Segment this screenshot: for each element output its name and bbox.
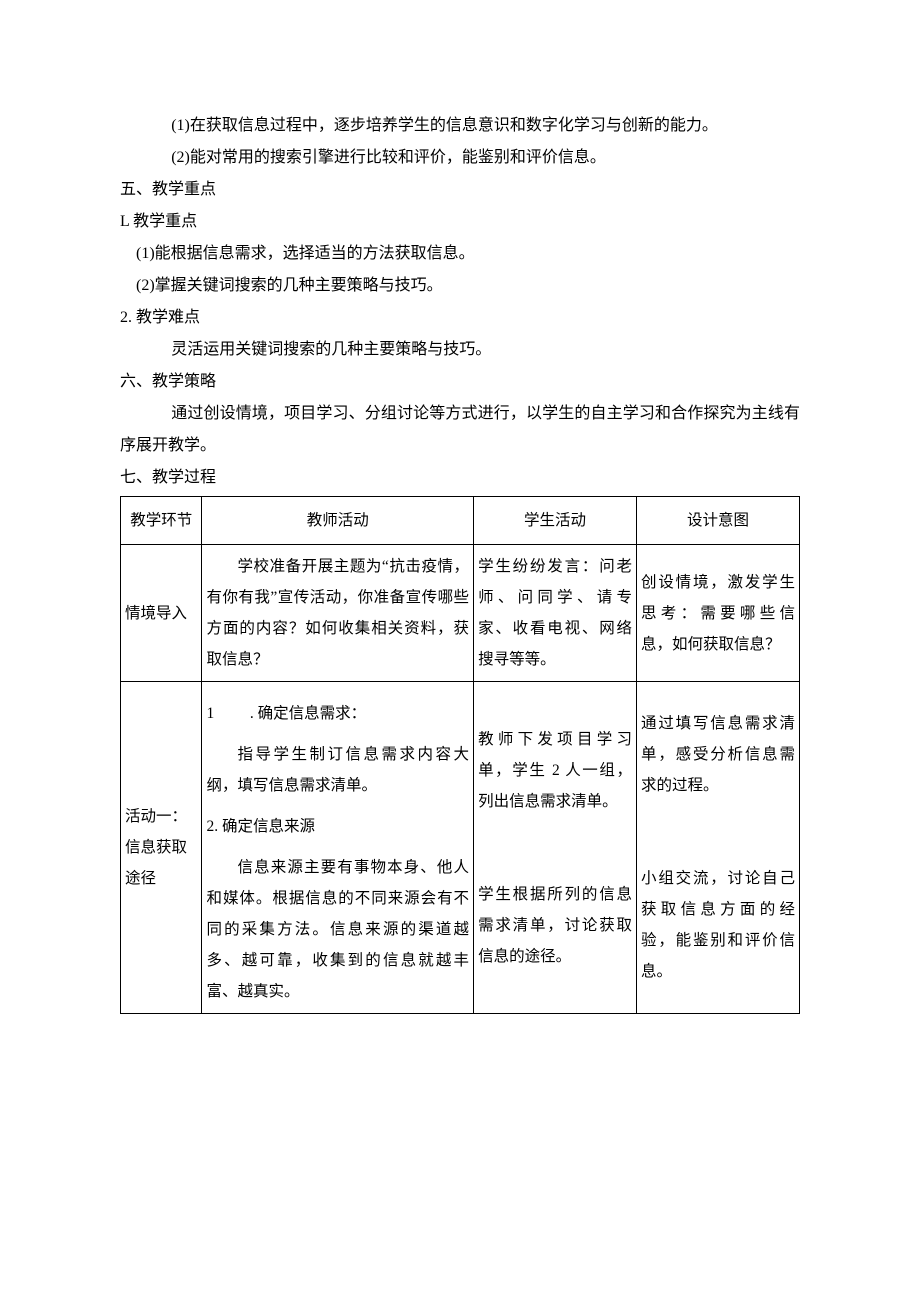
- teacher-2-p1-num: 1: [206, 698, 249, 729]
- cell-teacher-2: 1 . 确定信息需求： 指导学生制订信息需求内容大纲，填写信息需求清单。 2. …: [202, 682, 474, 1014]
- objective-item-2: (2)能对常用的搜索引擎进行比较和评价，能鉴别和评价信息。: [120, 142, 800, 174]
- col-header-intent: 设计意图: [637, 497, 800, 545]
- cell-stage-1: 情境导入: [121, 545, 202, 682]
- section-6-heading: 六、教学策略: [120, 366, 800, 398]
- keypoint-item-2: (2)掌握关键词搜索的几种主要策略与技巧。: [120, 270, 800, 302]
- table-row: 活动一： 信息获取 途径 1 . 确定信息需求： 指导学生制订信息需求内容大纲，…: [121, 682, 800, 1014]
- difficulty-label: 2. 教学难点: [120, 302, 800, 334]
- intent-2-i1: 通过填写信息需求清单，感受分析信息需求的过程。: [641, 708, 795, 801]
- section-6-body: 通过创设情境，项目学习、分组讨论等方式进行，以学生的自主学习和合作探究为主线有序…: [120, 398, 800, 462]
- teacher-2-p2-body: 信息来源主要有事物本身、他人和媒体。根据信息的不同来源会有不同的采集方法。信息来…: [206, 852, 469, 1007]
- keypoint-item-1: (1)能根据信息需求，选择适当的方法获取信息。: [120, 238, 800, 270]
- table-row: 情境导入 学校准备开展主题为“抗击疫情，有你有我”宣传活动，你准备宣传哪些方面的…: [121, 545, 800, 682]
- col-header-teacher: 教师活动: [202, 497, 474, 545]
- intent-2-i2: 小组交流，讨论自己获取信息方面的经验，能鉴别和评价信息。: [641, 863, 795, 987]
- document-page: (1)在获取信息过程中，逐步培养学生的信息意识和数字化学习与创新的能力。 (2)…: [0, 0, 920, 1301]
- table-header-row: 教学环节 教师活动 学生活动 设计意图: [121, 497, 800, 545]
- section-7-label: 七、教学过程: [120, 462, 216, 497]
- objective-item-1: (1)在获取信息过程中，逐步培养学生的信息意识和数字化学习与创新的能力。: [120, 110, 800, 142]
- teacher-2-p1-body: 指导学生制订信息需求内容大纲，填写信息需求清单。: [206, 739, 469, 801]
- cell-intent-1: 创设情境，激发学生思考：需要哪些信息，如何获取信息？: [637, 545, 800, 682]
- spacer: [478, 827, 632, 869]
- student-2-s2: 学生根据所列的信息需求清单，讨论获取信息的途径。: [478, 879, 632, 972]
- difficulty-body: 灵活运用关键词搜索的几种主要策略与技巧。: [120, 334, 800, 366]
- section-5-sub-label: L 教学重点: [120, 206, 800, 238]
- student-2-s1: 教师下发项目学习单，学生 2 人一组，列出信息需求清单。: [478, 724, 632, 817]
- col-header-stage: 教学环节: [121, 497, 202, 545]
- teacher-2-p1-head: 1 . 确定信息需求：: [206, 698, 469, 729]
- cell-teacher-1: 学校准备开展主题为“抗击疫情，有你有我”宣传活动，你准备宣传哪些方面的内容？如何…: [202, 545, 474, 682]
- section-7-heading: 七、教学过程: [120, 462, 800, 497]
- lesson-process-table: 教学环节 教师活动 学生活动 设计意图 情境导入 学校准备开展主题为“抗击疫情，…: [120, 496, 800, 1014]
- teacher-1-text: 学校准备开展主题为“抗击疫情，有你有我”宣传活动，你准备宣传哪些方面的内容？如何…: [206, 551, 469, 675]
- cell-student-2: 教师下发项目学习单，学生 2 人一组，列出信息需求清单。 学生根据所列的信息需求…: [474, 682, 637, 1014]
- cell-stage-2: 活动一： 信息获取 途径: [121, 682, 202, 1014]
- teacher-2-p1-title: . 确定信息需求：: [250, 698, 366, 729]
- cell-intent-2: 通过填写信息需求清单，感受分析信息需求的过程。 小组交流，讨论自己获取信息方面的…: [637, 682, 800, 1014]
- teacher-2-p2-title: 2. 确定信息来源: [206, 811, 469, 842]
- cell-student-1: 学生纷纷发言：问老师、问同学、请专家、收看电视、网络搜寻等等。: [474, 545, 637, 682]
- spacer: [641, 811, 795, 853]
- section-5-heading: 五、教学重点: [120, 174, 800, 206]
- col-header-student: 学生活动: [474, 497, 637, 545]
